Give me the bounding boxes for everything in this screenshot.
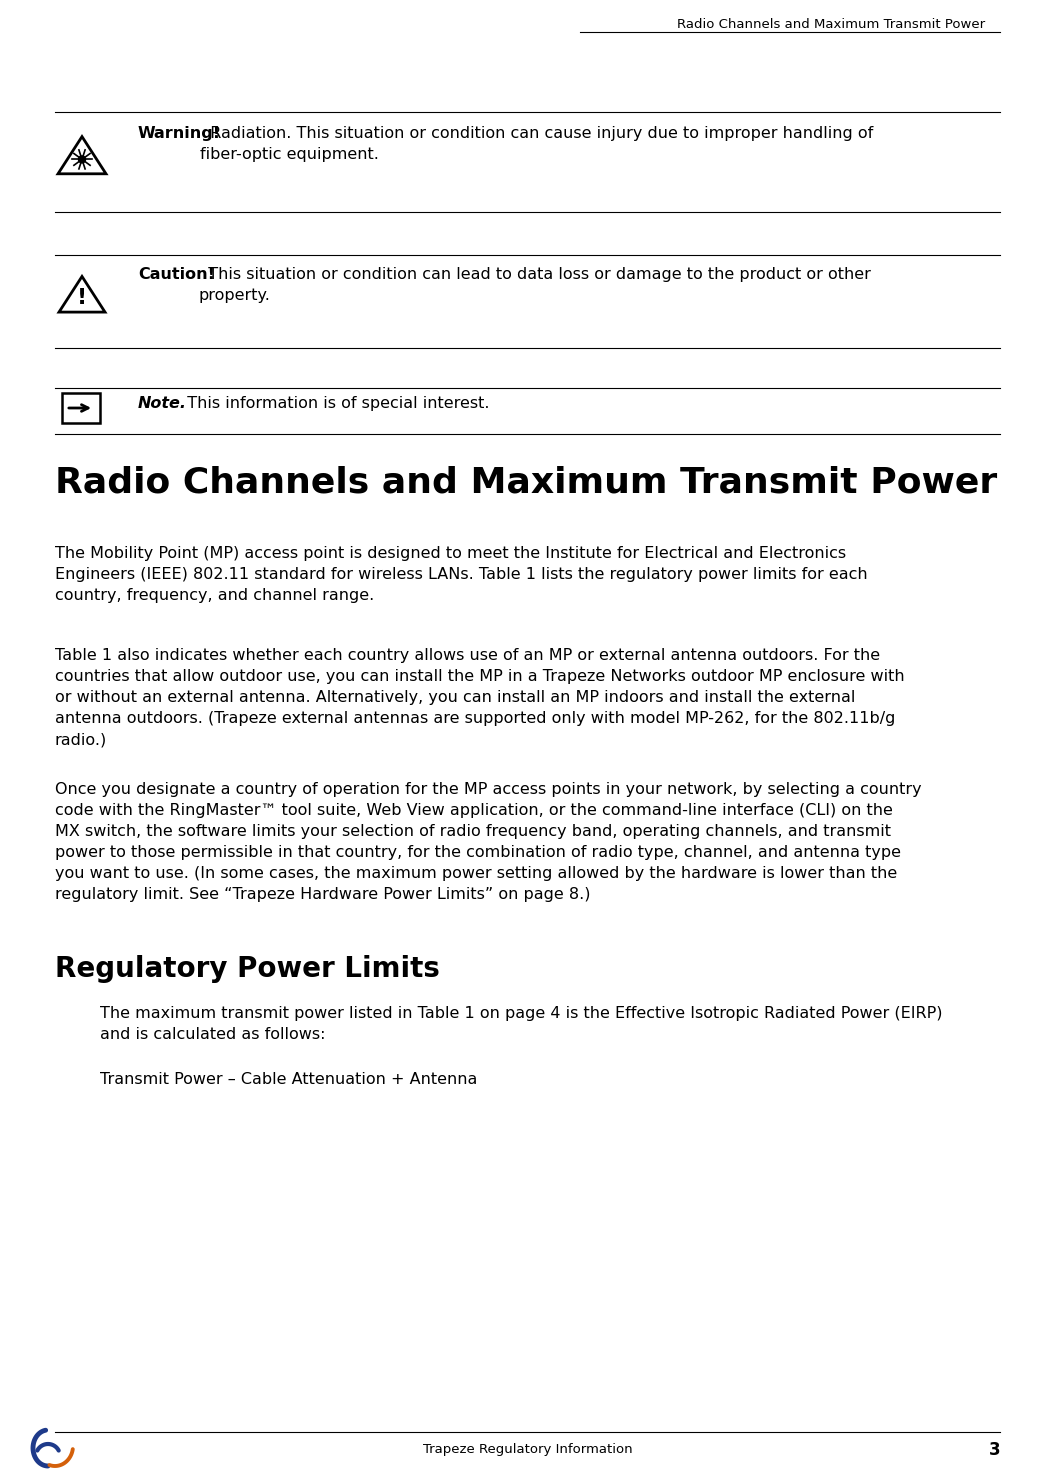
Text: Note.: Note.: [138, 395, 187, 412]
Text: !: !: [77, 288, 88, 309]
Circle shape: [78, 156, 85, 163]
Text: Radio Channels and Maximum Transmit Power: Radio Channels and Maximum Transmit Powe…: [55, 465, 997, 498]
Text: The maximum transmit power listed in Table 1 on page 4 is the Effective Isotropi: The maximum transmit power listed in Tab…: [100, 1005, 942, 1042]
Text: Trapeze Regulatory Information: Trapeze Regulatory Information: [423, 1444, 632, 1457]
Text: Table 1 also indicates whether each country allows use of an MP or external ante: Table 1 also indicates whether each coun…: [55, 648, 904, 747]
Text: Once you designate a country of operation for the MP access points in your netwo: Once you designate a country of operatio…: [55, 782, 922, 903]
Text: Transmit Power – Cable Attenuation + Antenna: Transmit Power – Cable Attenuation + Ant…: [100, 1072, 477, 1086]
Text: Regulatory Power Limits: Regulatory Power Limits: [55, 956, 440, 983]
Text: Warning!: Warning!: [138, 126, 222, 141]
Text: 3: 3: [989, 1441, 1000, 1460]
Text: Caution!: Caution!: [138, 268, 215, 282]
Bar: [62, 392, 100, 423]
Text: This situation or condition can lead to data loss or damage to the product or ot: This situation or condition can lead to …: [198, 268, 870, 303]
Text: This information is of special interest.: This information is of special interest.: [177, 395, 490, 412]
Text: Radiation. This situation or condition can cause injury due to improper handling: Radiation. This situation or condition c…: [200, 126, 874, 162]
Text: The Mobility Point (MP) access point is designed to meet the Institute for Elect: The Mobility Point (MP) access point is …: [55, 545, 867, 603]
Text: Radio Channels and Maximum Transmit Power: Radio Channels and Maximum Transmit Powe…: [677, 18, 985, 31]
